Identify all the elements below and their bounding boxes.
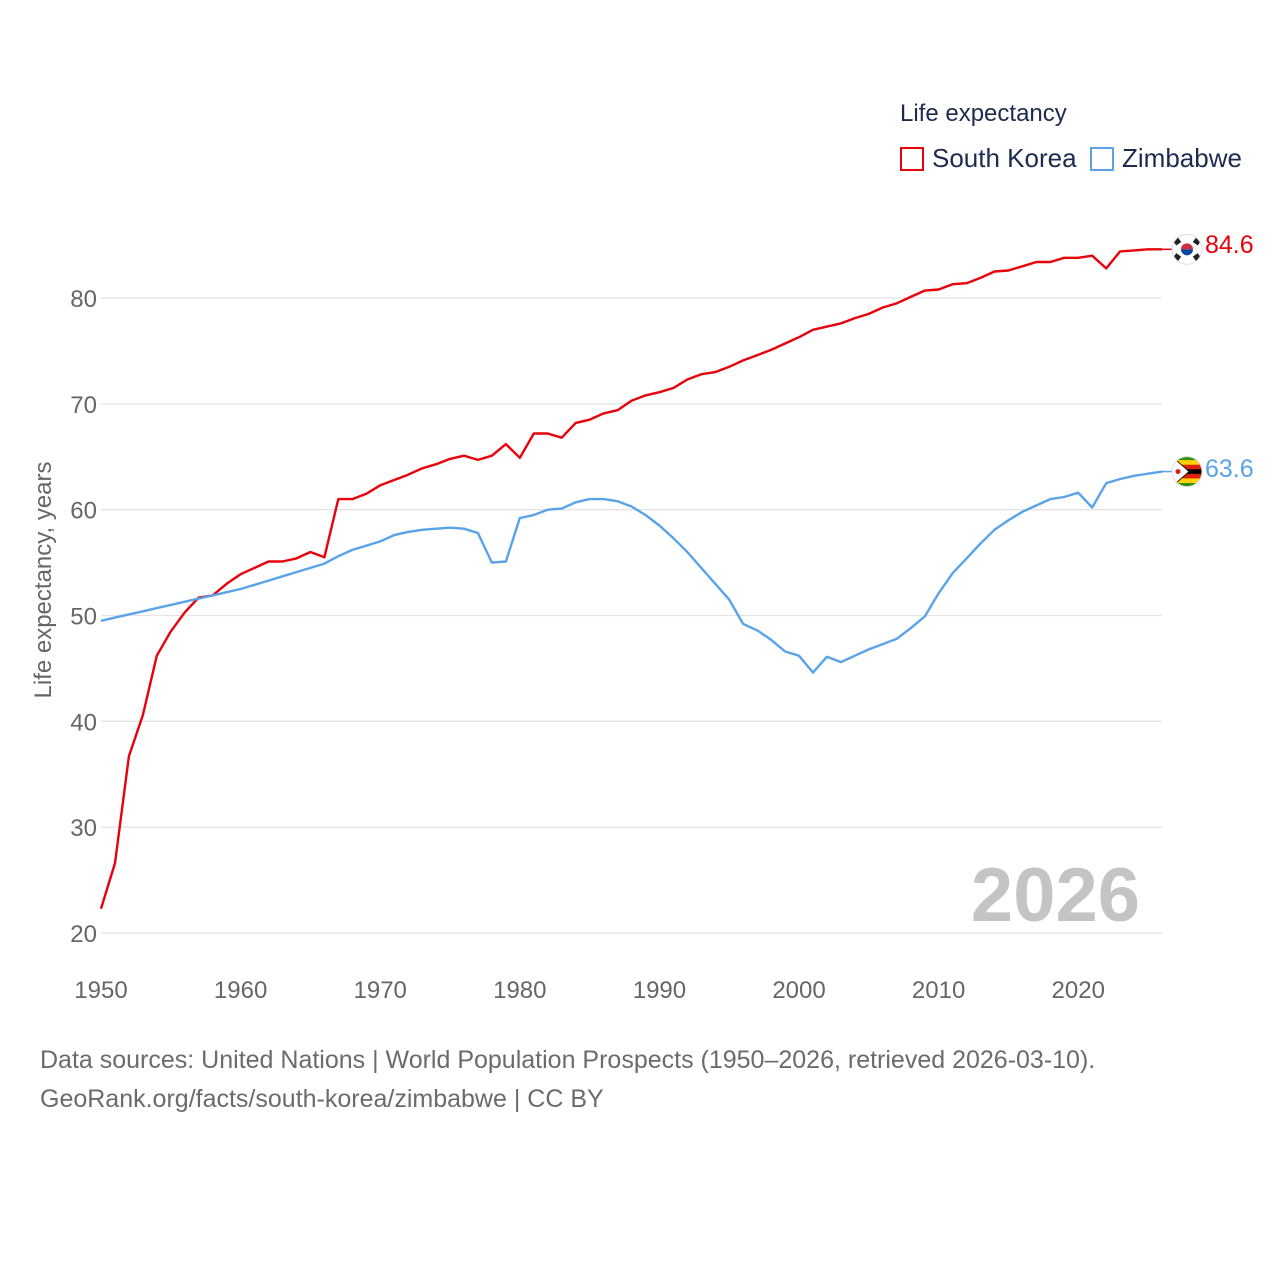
zimbabwe-flag-icon xyxy=(1171,456,1203,488)
legend-item-south-korea[interactable]: South Korea xyxy=(900,143,1077,174)
legend-swatch-zimbabwe xyxy=(1090,146,1114,171)
series-lines xyxy=(99,248,1163,910)
legend-label-zimbabwe: Zimbabwe xyxy=(1122,143,1242,173)
year-watermark: 2026 xyxy=(970,853,1140,938)
data-sources-note: Data sources: United Nations | World Pop… xyxy=(40,1046,1096,1074)
legend-swatch-south-korea xyxy=(900,146,924,171)
y-axis-label: Life expectancy, years xyxy=(30,461,57,699)
x-tick-label-2000: 2000 xyxy=(772,977,825,1004)
x-axis-ticks: 1950 1960 1970 1980 1990 2000 2010 2020 xyxy=(74,977,1105,1004)
y-tick-label-20: 20 xyxy=(70,921,97,948)
y-tick-label-60: 60 xyxy=(70,498,97,525)
series-line-zimbabwe xyxy=(100,470,1163,674)
y-tick-label-80: 80 xyxy=(70,286,97,313)
x-tick-label-2020: 2020 xyxy=(1052,977,1105,1004)
x-tick-label-1990: 1990 xyxy=(633,977,686,1004)
y-tick-label-40: 40 xyxy=(70,709,97,736)
legend-item-zimbabwe[interactable]: Zimbabwe xyxy=(1090,143,1242,174)
y-tick-label-70: 70 xyxy=(70,392,97,419)
end-markers xyxy=(1162,233,1203,488)
end-value-south-korea: 84.6 xyxy=(1205,231,1254,259)
legend-title: Life expectancy xyxy=(900,100,1067,127)
x-tick-label-1970: 1970 xyxy=(354,977,407,1004)
legend-label-south-korea: South Korea xyxy=(932,143,1077,173)
x-tick-label-2010: 2010 xyxy=(912,977,965,1004)
y-axis-ticks: 20 30 40 50 60 70 80 xyxy=(70,286,97,948)
end-value-zimbabwe: 63.6 xyxy=(1205,455,1254,483)
attribution-link[interactable]: GeoRank.org/facts/south-korea/zimbabwe |… xyxy=(40,1085,604,1113)
south-korea-flag-icon xyxy=(1171,233,1203,265)
x-tick-label-1960: 1960 xyxy=(214,977,267,1004)
y-tick-label-30: 30 xyxy=(70,815,97,842)
y-tick-label-50: 50 xyxy=(70,604,97,631)
x-tick-label-1980: 1980 xyxy=(493,977,546,1004)
series-line-south-korea xyxy=(99,248,1162,910)
gridlines xyxy=(101,297,1162,934)
x-tick-label-1950: 1950 xyxy=(74,977,127,1004)
